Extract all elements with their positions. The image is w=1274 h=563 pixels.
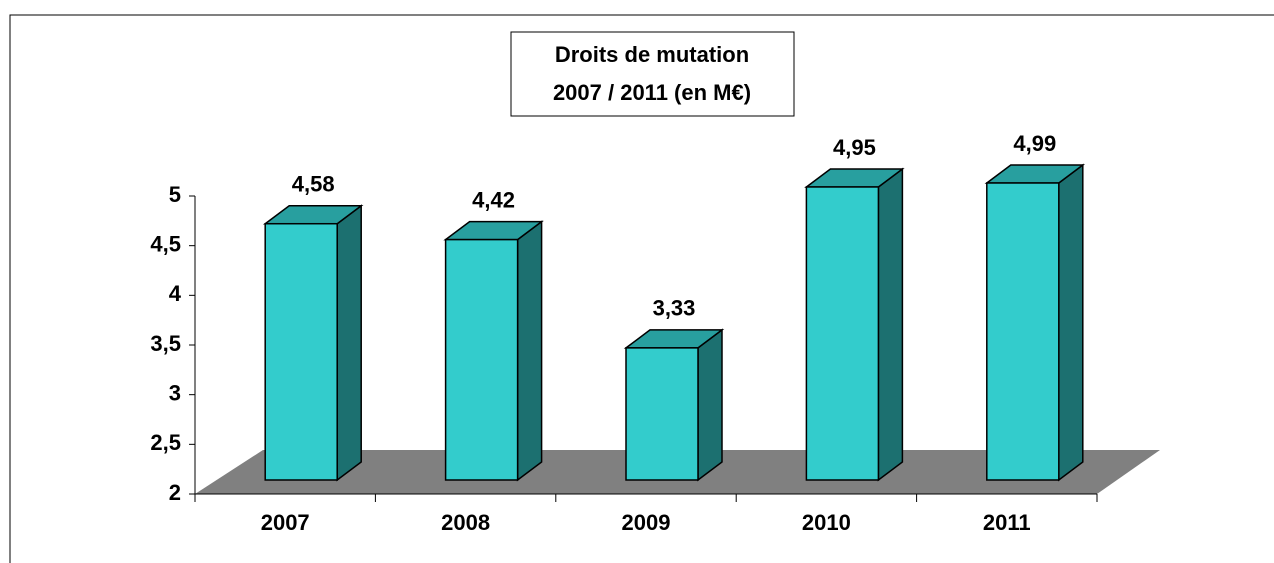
title-box xyxy=(510,31,795,117)
y-tick-label: 5 xyxy=(169,182,181,207)
x-tick-label: 2010 xyxy=(802,510,851,535)
x-tick-label: 2011 xyxy=(983,510,1031,535)
bar-side xyxy=(336,204,362,482)
bar-side xyxy=(516,220,543,482)
y-tick-label: 3,5 xyxy=(150,331,181,356)
x-tick-label: 2007 xyxy=(261,510,310,535)
bar xyxy=(444,238,519,481)
value-label: 4,42 xyxy=(472,187,515,212)
value-label: 4,58 xyxy=(292,172,335,197)
bar-side xyxy=(877,167,904,482)
y-tick-label: 2 xyxy=(169,480,181,505)
chart-frame xyxy=(9,14,1274,563)
bar xyxy=(986,182,1060,481)
chart-title: 2007 / 2011 (en M€) xyxy=(553,80,751,105)
value-label: 3,33 xyxy=(653,296,696,321)
bar xyxy=(805,186,880,481)
bar xyxy=(264,222,338,481)
y-tick-label: 4,5 xyxy=(150,231,181,256)
x-tick-label: 2009 xyxy=(622,510,671,535)
value-label: 4,99 xyxy=(1013,131,1056,156)
bar-side xyxy=(697,328,723,482)
y-tick-label: 3 xyxy=(169,380,181,405)
y-tick-label: 2,5 xyxy=(150,430,181,455)
bar xyxy=(625,347,699,481)
chart-title: Droits de mutation xyxy=(555,42,749,67)
value-label: 4,95 xyxy=(833,135,876,160)
x-tick-label: 2008 xyxy=(441,510,490,535)
y-tick-label: 4 xyxy=(169,281,182,306)
bar-side xyxy=(1058,163,1084,482)
